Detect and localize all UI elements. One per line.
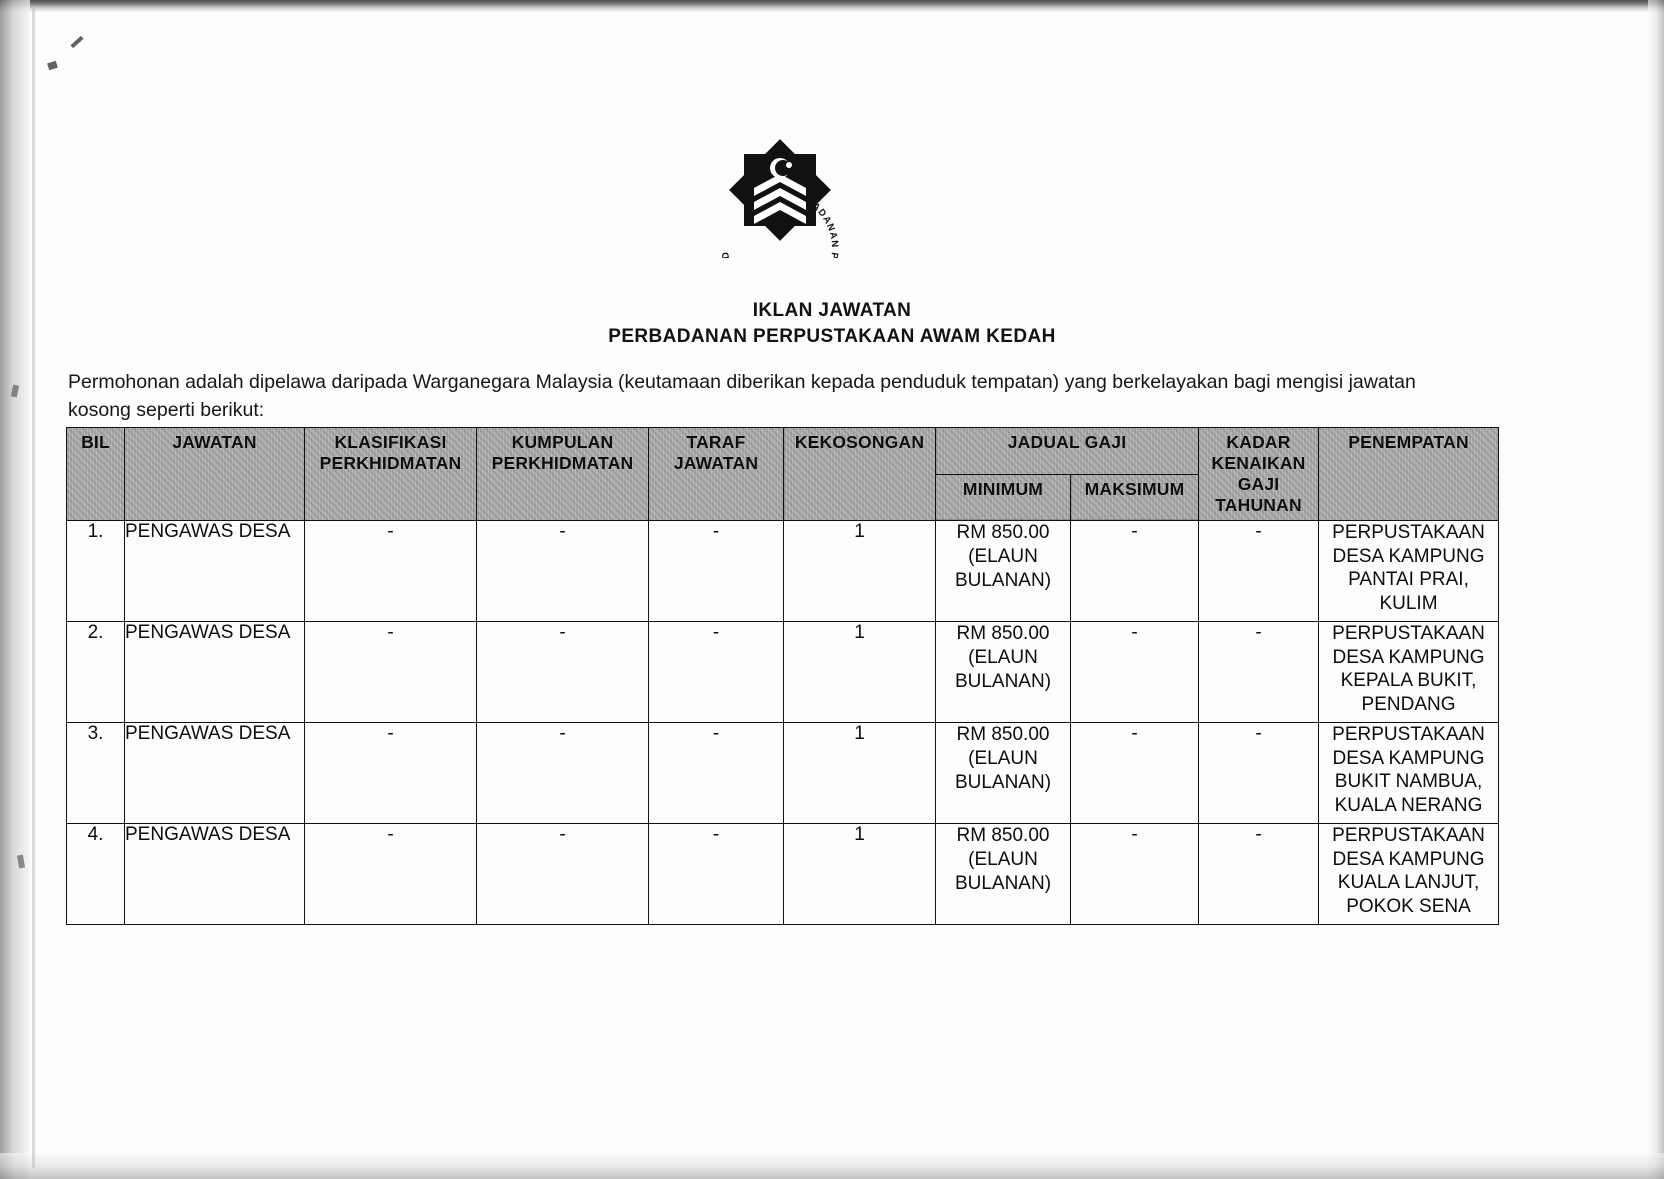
cell-kumpulan: - — [476, 823, 649, 925]
cell-penempatan: PERPUSTAKAAN DESA KAMPUNG BUKIT NAMBUA, … — [1318, 722, 1500, 824]
cell-klasifikasi: - — [304, 722, 477, 824]
title-line-2: PERBADANAN PERPUSTAKAAN AWAM KEDAH — [608, 326, 1056, 347]
cell-jawatan: PENGAWAS DESA — [124, 621, 305, 723]
cell-bil: 2. — [66, 621, 125, 723]
cell-kekosongan: 1 — [783, 520, 936, 622]
cell-jawatan: PENGAWAS DESA — [124, 722, 305, 824]
cell-kadar: - — [1198, 520, 1320, 622]
header-bil: BIL — [66, 427, 125, 521]
cell-bil: 1. — [66, 520, 125, 622]
cell-gaji-minimum: RM 850.00 (ELAUN BULANAN) — [935, 722, 1071, 824]
vacancy-table-body: 1. PENGAWAS DESA - - - 1 RM 850.00 (ELAU… — [66, 520, 1500, 925]
title-line-1: IKLAN JAWATAN — [752, 300, 912, 321]
cell-gaji-minimum: RM 850.00 (ELAUN BULANAN) — [935, 520, 1071, 622]
cell-jawatan: PENGAWAS DESA — [124, 823, 305, 925]
cell-bil: 4. — [66, 823, 125, 925]
scan-fold-line — [32, 8, 35, 1168]
vacancy-table-head: BIL JAWATAN KLASIFIKASI PERKHIDMATAN KUM… — [66, 427, 1500, 521]
cell-gaji-minimum: RM 850.00 (ELAUN BULANAN) — [935, 823, 1071, 925]
cell-penempatan: PERPUSTAKAAN DESA KAMPUNG KEPALA BUKIT, … — [1318, 621, 1500, 723]
cell-kadar: - — [1198, 621, 1320, 723]
header-jadual-gaji: JADUAL GAJI — [934, 427, 1200, 475]
table-row: 2. PENGAWAS DESA - - - 1 RM 850.00 (ELAU… — [66, 621, 1500, 723]
cell-taraf: - — [648, 722, 784, 824]
header-gaji-maksimum: MAKSIMUM — [1069, 473, 1200, 521]
cell-gaji-maksimum: - — [1069, 621, 1200, 723]
header-penempatan: PENEMPATAN — [1318, 427, 1500, 521]
table-header-row-1: BIL JAWATAN KLASIFIKASI PERKHIDMATAN KUM… — [66, 427, 1500, 521]
cell-penempatan: PERPUSTAKAAN DESA KAMPUNG KUALA LANJUT, … — [1318, 823, 1500, 925]
header-kadar-kenaikan-gaji-tahunan: KADAR KENAIKAN GAJI TAHUNAN — [1198, 427, 1320, 521]
cell-taraf: - — [648, 520, 784, 622]
cell-kadar: - — [1198, 722, 1320, 824]
header-klasifikasi-perkhidmatan: KLASIFIKASI PERKHIDMATAN — [304, 427, 477, 521]
header-kumpulan-perkhidmatan: KUMPULAN PERKHIDMATAN — [476, 427, 649, 521]
cell-taraf: - — [648, 621, 784, 723]
document-title-block: IKLAN JAWATAN PERBADANAN PERPUSTAKAAN AW… — [0, 298, 1664, 350]
cell-klasifikasi: - — [304, 621, 477, 723]
cell-gaji-minimum: RM 850.00 (ELAUN BULANAN) — [935, 621, 1071, 723]
header-gaji-minimum: MINIMUM — [935, 473, 1071, 521]
header-kekosongan: KEKOSONGAN — [783, 427, 936, 521]
scan-edge-left — [0, 0, 30, 1179]
cell-kadar: - — [1198, 823, 1320, 925]
scan-edge-right — [1648, 0, 1664, 1179]
cell-kumpulan: - — [476, 520, 649, 622]
scan-edge-bottom — [0, 1153, 1664, 1179]
vacancy-table: BIL JAWATAN KLASIFIKASI PERKHIDMATAN KUM… — [66, 427, 1500, 925]
cell-kumpulan: - — [476, 722, 649, 824]
cell-bil: 3. — [66, 722, 125, 824]
cell-klasifikasi: - — [304, 823, 477, 925]
cell-kekosongan: 1 — [783, 621, 936, 723]
cell-kekosongan: 1 — [783, 722, 936, 824]
cell-kumpulan: - — [476, 621, 649, 723]
cell-gaji-maksimum: - — [1069, 722, 1200, 824]
scan-edge-top — [0, 0, 1664, 12]
table-row: 1. PENGAWAS DESA - - - 1 RM 850.00 (ELAU… — [66, 520, 1500, 622]
cell-taraf: - — [648, 823, 784, 925]
organisation-crest-logo: PERBADANAN PERPUSTAKAAN AWAM KEDAH — [700, 128, 860, 258]
header-jawatan: JAWATAN — [124, 427, 305, 521]
cell-kekosongan: 1 — [783, 823, 936, 925]
table-row: 4. PENGAWAS DESA - - - 1 RM 850.00 (ELAU… — [66, 823, 1500, 925]
cell-gaji-maksimum: - — [1069, 520, 1200, 622]
table-header-row-2: MINIMUM MAKSIMUM — [67, 473, 1499, 521]
vacancy-table-wrapper: BIL JAWATAN KLASIFIKASI PERKHIDMATAN KUM… — [66, 427, 1500, 925]
intro-paragraph: Permohonan adalah dipelawa daripada Warg… — [68, 371, 1416, 421]
table-row: 3. PENGAWAS DESA - - - 1 RM 850.00 (ELAU… — [66, 722, 1500, 824]
header-taraf-jawatan: TARAF JAWATAN — [648, 427, 784, 521]
cell-gaji-maksimum: - — [1069, 823, 1200, 925]
cell-jawatan: PENGAWAS DESA — [124, 520, 305, 622]
cell-klasifikasi: - — [304, 520, 477, 622]
cell-penempatan: PERPUSTAKAAN DESA KAMPUNG PANTAI PRAI, K… — [1318, 520, 1500, 622]
